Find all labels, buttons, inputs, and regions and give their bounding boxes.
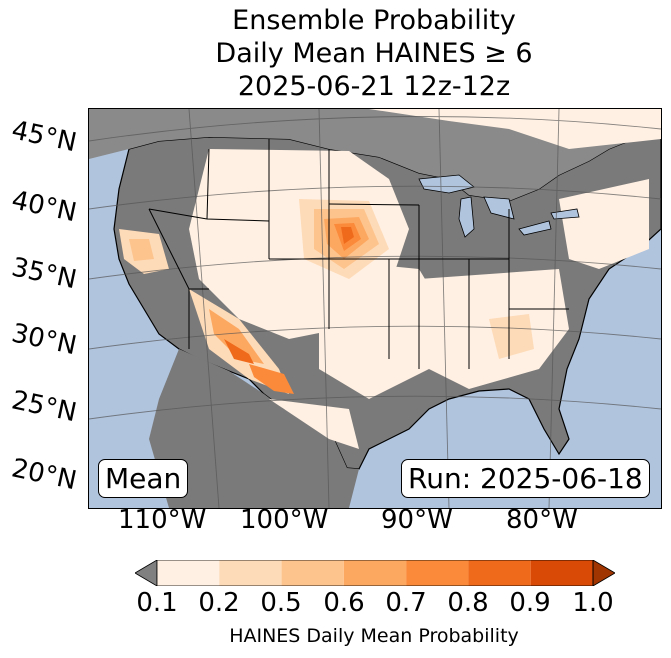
lat-label-45: 45°N [8,115,80,159]
map-title: Ensemble Probability Daily Mean HAINES ≥… [0,4,671,103]
great-lakes [418,174,580,238]
title-line-2: Daily Mean HAINES ≥ 6 [215,38,533,69]
colorbar-label: HAINES Daily Mean Probability [229,625,519,647]
colorbar-bin-1 [219,560,282,586]
colorbar-bin-4 [406,560,469,586]
map-panel [88,108,662,509]
colorbar-tick-6: 0.9 [509,588,551,618]
colorbar-tick-labels: 0.1 0.2 0.5 0.6 0.7 0.8 0.9 1.0 [0,588,671,618]
mean-label: Mean [98,459,189,498]
colorbar-bins [157,560,593,586]
colorbar-tick-0: 0.1 [136,588,178,618]
colorbar-bin-6 [530,560,593,586]
map-canvas [89,109,661,508]
run-label: Run: 2025-06-18 [401,459,650,498]
title-line-3: 2025-06-21 12z-12z [237,71,511,102]
graticule [89,109,661,508]
colorbar-tick-2: 0.5 [260,588,302,618]
colorbar-bin-2 [281,560,344,586]
colorbar-outline [156,560,594,586]
colorbar-bin-0 [157,560,220,586]
colorbar-tick-4: 0.7 [385,588,427,618]
lon-label-80: 80°W [506,505,578,535]
lat-label-30: 30°N [8,318,80,362]
colorbar-bin-5 [468,560,531,586]
lat-label-25: 25°N [8,385,80,429]
lat-label-40: 40°N [8,185,80,229]
mexico-landmass [149,349,359,508]
colorbar-bin-3 [343,560,407,586]
lat-label-35: 35°N [8,252,80,296]
colorbar-tick-7: 1.0 [572,588,614,618]
lon-label-110: 110°W [118,505,207,535]
state-borders [148,139,569,369]
colorbar-under-arrow [135,560,158,586]
lat-label-20: 20°N [8,453,80,497]
lon-label-90: 90°W [381,505,453,535]
colorbar-over-arrow [592,560,615,586]
colorbar-tick-5: 0.8 [447,588,489,618]
title-line-1: Ensemble Probability [232,5,516,36]
colorbar-tick-1: 0.2 [198,588,240,618]
colorbar-tick-3: 0.6 [323,588,365,618]
lon-label-100: 100°W [240,505,329,535]
colorbar [135,560,615,586]
